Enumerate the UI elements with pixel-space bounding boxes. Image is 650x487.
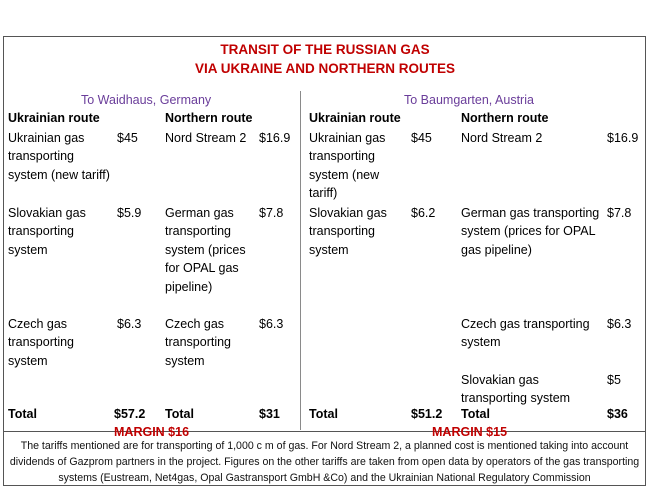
- right-total-label: Total: [309, 407, 338, 421]
- right-nor-row-4-value: $5: [607, 373, 621, 387]
- right-ukr-row-2-name: Slovakian gas transporting system: [309, 206, 387, 257]
- left-nor-row-1-value: $16.9: [259, 131, 291, 145]
- right-nor-row-1-name: Nord Stream 2: [461, 131, 543, 145]
- table-frame: [3, 36, 646, 486]
- left-ukr-row-3-value: $6.3: [117, 317, 142, 331]
- title-line-2: VIA UKRAINE AND NORTHERN ROUTES: [194, 61, 455, 76]
- right-margin: MARGIN $15: [432, 425, 508, 439]
- right-ukr-header: Ukrainian route: [309, 111, 401, 125]
- left-ukr-row-1-name: Ukrainian gas transporting system (new t…: [8, 131, 110, 182]
- left-nor-row-2-value: $7.8: [259, 206, 284, 220]
- left-ukr-header: Ukrainian route: [8, 111, 100, 125]
- right-ukr-row-1-name: Ukrainian gas transporting system (new t…: [309, 131, 386, 201]
- right-nor-row-2-value: $7.8: [607, 206, 632, 220]
- right-nor-total: $36: [607, 407, 628, 421]
- right-nor-row-4-name: Slovakian gas transporting system: [461, 373, 571, 406]
- right-destination: To Baumgarten, Austria: [404, 93, 534, 107]
- right-ukr-row-2-value: $6.2: [411, 206, 436, 220]
- right-nor-row-2-name: German gas transporting system (prices f…: [461, 206, 600, 257]
- left-nor-row-3-name: Czech gas transporting system: [165, 317, 232, 368]
- right-ukr-row-1-value: $45: [411, 131, 432, 145]
- column-divider: [300, 91, 301, 430]
- title-line-1: TRANSIT OF THE RUSSIAN GAS: [220, 42, 430, 57]
- left-ukr-row-2-value: $5.9: [117, 206, 142, 220]
- left-nor-row-1-name: Nord Stream 2: [165, 131, 247, 145]
- left-nor-row-3-value: $6.3: [259, 317, 284, 331]
- left-nor-total-label: Total: [165, 407, 194, 421]
- right-nor-row-1-value: $16.9: [607, 131, 639, 145]
- footnote-divider: [3, 431, 646, 432]
- left-ukr-row-2-name: Slovakian gas transporting system: [8, 206, 86, 257]
- left-nor-total: $31: [259, 407, 280, 421]
- left-total-label: Total: [8, 407, 37, 421]
- left-ukr-row-3-name: Czech gas transporting system: [8, 317, 75, 368]
- right-ukr-total: $51.2: [411, 407, 443, 421]
- left-margin: MARGIN $16: [114, 425, 190, 439]
- right-nor-row-3-value: $6.3: [607, 317, 632, 331]
- right-nor-row-3-name: Czech gas transporting system: [461, 317, 590, 350]
- left-ukr-row-1-value: $45: [117, 131, 138, 145]
- left-nor-row-2-name: German gas transporting system (prices f…: [165, 206, 246, 294]
- footnote: The tariffs mentioned are for transporti…: [9, 440, 640, 484]
- left-destination: To Waidhaus, Germany: [81, 93, 212, 107]
- left-nor-header: Northern route: [165, 111, 253, 125]
- right-nor-header: Northern route: [461, 111, 549, 125]
- left-ukr-total: $57.2: [114, 407, 146, 421]
- right-nor-total-label: Total: [461, 407, 490, 421]
